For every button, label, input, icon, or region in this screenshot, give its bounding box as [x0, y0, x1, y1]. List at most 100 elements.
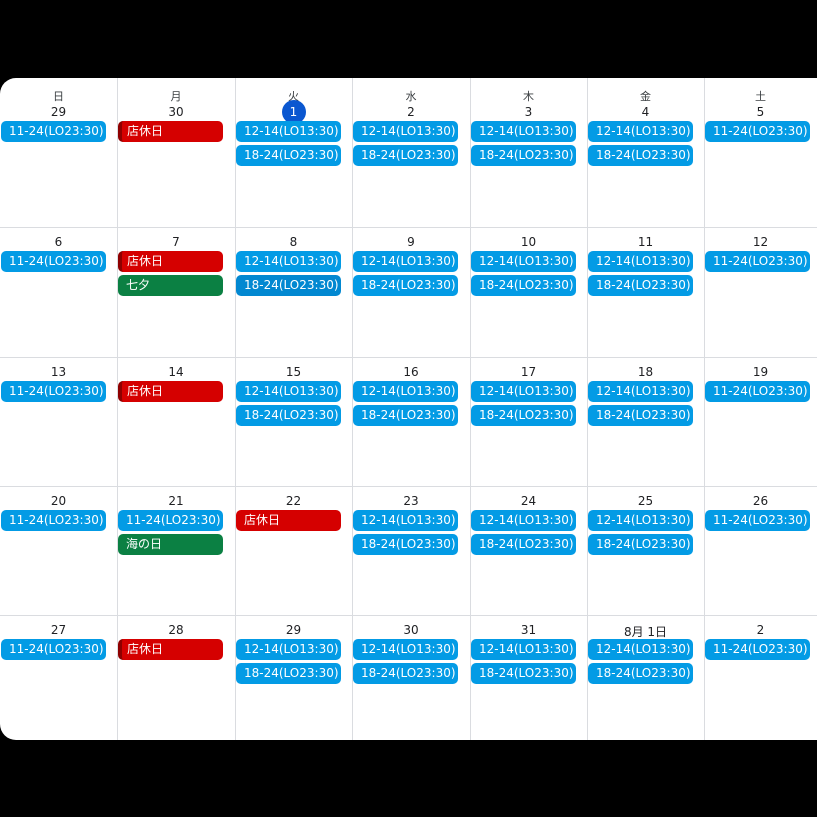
- date-label[interactable]: 22: [285, 494, 302, 508]
- event[interactable]: 12-14(LO13:30): [353, 381, 458, 402]
- date-label[interactable]: 9: [407, 235, 415, 249]
- event[interactable]: 12-14(LO13:30): [353, 639, 458, 660]
- event[interactable]: 11-24(LO23:30): [705, 381, 810, 402]
- event[interactable]: 12-14(LO13:30): [588, 251, 693, 272]
- event[interactable]: 12-14(LO13:30): [236, 251, 341, 272]
- event[interactable]: 18-24(LO23:30): [471, 405, 576, 426]
- date-label[interactable]: 8: [289, 235, 298, 249]
- event[interactable]: 18-24(LO23:30): [353, 275, 458, 296]
- date-label[interactable]: 14: [168, 365, 184, 379]
- event[interactable]: 店休日: [118, 639, 223, 660]
- event[interactable]: 18-24(LO23:30): [353, 663, 458, 684]
- weekday-label: 日: [53, 90, 64, 103]
- event[interactable]: 11-24(LO23:30): [1, 251, 106, 272]
- row-divider: [0, 615, 817, 616]
- event[interactable]: 18-24(LO23:30): [588, 275, 693, 296]
- event[interactable]: 12-14(LO13:30): [588, 381, 693, 402]
- date-label[interactable]: 16: [403, 365, 419, 379]
- event[interactable]: 店休日: [118, 121, 223, 142]
- date-label[interactable]: 24: [520, 494, 537, 508]
- event[interactable]: 12-14(LO13:30): [353, 510, 458, 531]
- date-label[interactable]: 23: [403, 494, 419, 508]
- date-label[interactable]: 25: [637, 494, 654, 508]
- date-label[interactable]: 11: [637, 235, 654, 249]
- date-label[interactable]: 28: [168, 623, 184, 637]
- event[interactable]: 12-14(LO13:30): [236, 121, 341, 142]
- event[interactable]: 12-14(LO13:30): [471, 251, 576, 272]
- event[interactable]: 11-24(LO23:30): [1, 510, 106, 531]
- date-label[interactable]: 4: [641, 105, 650, 119]
- event[interactable]: 12-14(LO13:30): [353, 121, 458, 142]
- date-label[interactable]: 1: [281, 100, 306, 124]
- date-label[interactable]: 18: [637, 365, 654, 379]
- date-label[interactable]: 6: [54, 235, 63, 249]
- event[interactable]: 11-24(LO23:30): [705, 121, 810, 142]
- event[interactable]: 11-24(LO23:30): [705, 251, 810, 272]
- event[interactable]: 18-24(LO23:30): [588, 663, 693, 684]
- date-label[interactable]: 3: [524, 105, 533, 119]
- date-label[interactable]: 8月 1日: [623, 625, 668, 639]
- event[interactable]: 12-14(LO13:30): [588, 639, 693, 660]
- event[interactable]: 18-24(LO23:30): [353, 405, 458, 426]
- event[interactable]: 店休日: [118, 381, 223, 402]
- date-label[interactable]: 2: [407, 105, 415, 119]
- event[interactable]: 11-24(LO23:30): [118, 510, 223, 531]
- date-label[interactable]: 19: [752, 365, 769, 379]
- event[interactable]: 海の日: [118, 534, 223, 555]
- event[interactable]: 12-14(LO13:30): [471, 639, 576, 660]
- event[interactable]: 18-24(LO23:30): [588, 145, 693, 166]
- date-label[interactable]: 17: [520, 365, 537, 379]
- date-label[interactable]: 20: [50, 494, 67, 508]
- event[interactable]: 七夕: [118, 275, 223, 296]
- date-label[interactable]: 26: [752, 494, 769, 508]
- event[interactable]: 18-24(LO23:30): [471, 663, 576, 684]
- event[interactable]: 11-24(LO23:30): [705, 639, 810, 660]
- event[interactable]: 12-14(LO13:30): [471, 121, 576, 142]
- event[interactable]: 12-14(LO13:30): [471, 381, 576, 402]
- event[interactable]: 18-24(LO23:30): [353, 145, 458, 166]
- event[interactable]: 12-14(LO13:30): [353, 251, 458, 272]
- date-label[interactable]: 21: [168, 494, 184, 508]
- event[interactable]: 12-14(LO13:30): [236, 381, 341, 402]
- date-label[interactable]: 7: [172, 235, 180, 249]
- date-label[interactable]: 12: [752, 235, 769, 249]
- event[interactable]: 12-14(LO13:30): [471, 510, 576, 531]
- date-label[interactable]: 5: [756, 105, 765, 119]
- event[interactable]: 18-24(LO23:30): [236, 405, 341, 426]
- date-label[interactable]: 10: [520, 235, 537, 249]
- event[interactable]: 18-24(LO23:30): [236, 275, 341, 296]
- weekday-label: 水: [405, 90, 417, 103]
- weekday-label: 月: [170, 90, 182, 103]
- date-label[interactable]: 29: [50, 105, 67, 119]
- event[interactable]: 12-14(LO13:30): [236, 639, 341, 660]
- column-divider: [704, 78, 705, 740]
- date-label[interactable]: 30: [168, 105, 184, 119]
- event[interactable]: 11-24(LO23:30): [705, 510, 810, 531]
- column-divider: [235, 78, 236, 740]
- event[interactable]: 18-24(LO23:30): [588, 534, 693, 555]
- event[interactable]: 11-24(LO23:30): [1, 381, 106, 402]
- event[interactable]: 18-24(LO23:30): [236, 145, 341, 166]
- event[interactable]: 18-24(LO23:30): [471, 534, 576, 555]
- event[interactable]: 12-14(LO13:30): [588, 510, 693, 531]
- event[interactable]: 18-24(LO23:30): [471, 145, 576, 166]
- date-label[interactable]: 31: [520, 623, 537, 637]
- event[interactable]: 18-24(LO23:30): [471, 275, 576, 296]
- event[interactable]: 11-24(LO23:30): [1, 121, 106, 142]
- date-label[interactable]: 27: [50, 623, 67, 637]
- event[interactable]: 18-24(LO23:30): [588, 405, 693, 426]
- date-label[interactable]: 2: [756, 623, 765, 637]
- event[interactable]: 12-14(LO13:30): [588, 121, 693, 142]
- event[interactable]: 18-24(LO23:30): [353, 534, 458, 555]
- event[interactable]: 11-24(LO23:30): [1, 639, 106, 660]
- date-label[interactable]: 13: [50, 365, 67, 379]
- row-divider: [0, 486, 817, 487]
- event[interactable]: 店休日: [118, 251, 223, 272]
- weekday-label: 木: [523, 90, 534, 103]
- event[interactable]: 店休日: [236, 510, 341, 531]
- column-divider: [117, 78, 118, 740]
- date-label[interactable]: 15: [285, 365, 302, 379]
- date-label[interactable]: 30: [403, 623, 419, 637]
- event[interactable]: 18-24(LO23:30): [236, 663, 341, 684]
- date-label[interactable]: 29: [285, 623, 302, 637]
